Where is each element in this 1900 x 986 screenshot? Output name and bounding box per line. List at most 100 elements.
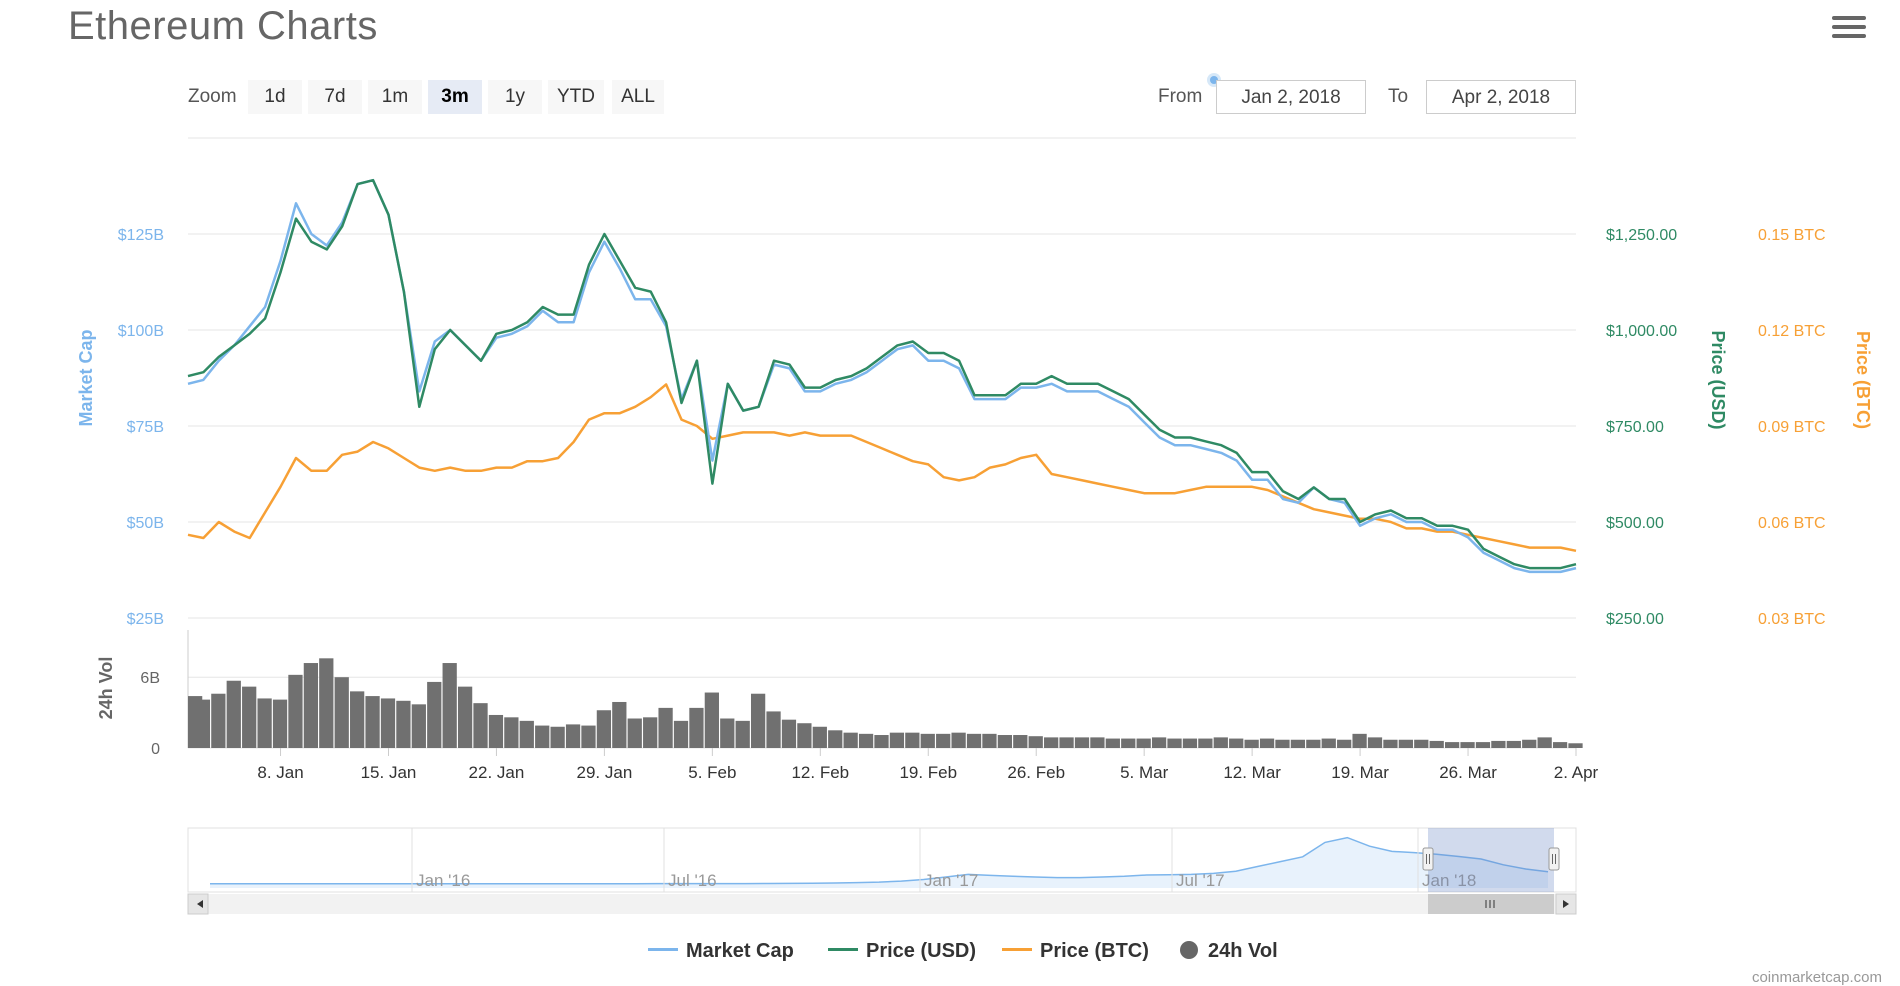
volume-bar xyxy=(704,692,719,748)
volume-bar xyxy=(350,691,365,748)
x-tick-label: 5. Mar xyxy=(1120,763,1169,782)
volume-bar xyxy=(1090,737,1105,748)
navigator-area xyxy=(210,837,1548,888)
from-date-input[interactable]: Jan 2, 2018 xyxy=(1216,80,1366,114)
zoom-button-1d[interactable]: 1d xyxy=(248,80,302,114)
x-tick-label: 5. Feb xyxy=(688,763,736,782)
x-tick-label: 29. Jan xyxy=(577,763,633,782)
zoom-button-1y[interactable]: 1y xyxy=(488,80,542,114)
volume-tick-label: 6B xyxy=(140,670,160,687)
market-cap-tick-label: $125B xyxy=(118,227,164,244)
navigator-handle[interactable] xyxy=(1548,847,1560,871)
zoom-button-3m[interactable]: 3m xyxy=(428,80,482,114)
series-line-price-usd[interactable] xyxy=(187,178,1577,570)
page-title: Ethereum Charts xyxy=(68,4,378,48)
volume-bar xyxy=(473,703,488,748)
to-date-input[interactable]: Apr 2, 2018 xyxy=(1426,80,1576,114)
credits-link[interactable]: coinmarketcap.com xyxy=(1751,969,1882,986)
legend-item-market-cap[interactable]: Market Cap xyxy=(648,940,794,963)
legend-label: Price (USD) xyxy=(866,940,977,962)
volume-bar xyxy=(658,707,673,748)
volume-bar xyxy=(596,710,612,748)
volume-bar xyxy=(643,717,658,748)
volume-bar xyxy=(720,718,735,748)
volume-bar xyxy=(781,719,797,748)
volume-bar xyxy=(288,674,303,748)
navigator-tick-label: Jan '18 xyxy=(1422,871,1476,890)
volume-bar xyxy=(1568,743,1583,748)
volume-bar xyxy=(1074,737,1090,748)
navigator-tick-label: Jan '17 xyxy=(924,871,978,890)
volume-bar xyxy=(843,732,858,748)
volume-bar xyxy=(1398,739,1413,748)
x-tick-label: 8. Jan xyxy=(257,763,303,782)
volume-bar xyxy=(766,711,781,748)
legend-line-icon xyxy=(828,948,858,952)
volume-bar xyxy=(1352,733,1367,748)
volume-tick-label: 0 xyxy=(151,741,160,758)
volume-bar xyxy=(1229,738,1244,748)
to-label: To xyxy=(1388,86,1409,107)
volume-bar xyxy=(1429,740,1444,748)
navigator-handle[interactable] xyxy=(1422,847,1434,871)
volume-bar xyxy=(1321,738,1336,748)
price-btc-tick-label: 0.15 BTC xyxy=(1758,227,1826,244)
navigator-selection[interactable] xyxy=(1428,828,1554,892)
legend-item-price-usd[interactable]: Price (USD) xyxy=(828,940,976,963)
volume-bar xyxy=(1244,739,1259,748)
volume-bar xyxy=(1460,742,1475,748)
legend-item-price-btc[interactable]: Price (BTC) xyxy=(1002,940,1149,963)
volume-bar xyxy=(1105,738,1120,748)
volume-bar xyxy=(1522,739,1537,748)
volume-bar xyxy=(828,730,843,748)
x-tick-label: 12. Feb xyxy=(791,763,849,782)
volume-bar xyxy=(211,693,226,748)
volume-bar xyxy=(1383,739,1398,748)
volume-bar xyxy=(1506,740,1521,748)
legend-dot-icon xyxy=(1180,940,1198,959)
volume-bar xyxy=(1475,742,1491,748)
zoom-label: Zoom xyxy=(188,86,237,107)
volume-bar xyxy=(257,698,272,748)
x-tick-label: 2. Apr xyxy=(1554,763,1599,782)
volume-bar xyxy=(1151,737,1167,748)
volume-bar xyxy=(750,693,766,748)
price-usd-tick-label: $1,000.00 xyxy=(1606,323,1677,340)
scrollbar-thumb[interactable] xyxy=(1428,894,1554,914)
volume-bar xyxy=(380,698,396,748)
hamburger-menu-icon[interactable] xyxy=(1832,16,1866,44)
price-btc-tick-label: 0.06 BTC xyxy=(1758,515,1826,532)
volume-bar xyxy=(1275,739,1290,748)
scrollbar-track[interactable] xyxy=(188,894,1576,914)
volume-bar xyxy=(874,735,889,748)
volume-bar xyxy=(1491,740,1506,748)
volume-bar xyxy=(334,677,349,748)
volume-bar xyxy=(1136,738,1151,748)
price-btc-tick-label: 0.12 BTC xyxy=(1758,323,1826,340)
volume-bar xyxy=(519,720,534,748)
volume-bar xyxy=(550,726,565,748)
volume-bar xyxy=(565,724,581,748)
volume-bar xyxy=(936,733,951,748)
zoom-button-1m[interactable]: 1m xyxy=(368,80,422,114)
x-tick-label: 22. Jan xyxy=(469,763,525,782)
series-line-price-btc[interactable] xyxy=(187,383,1577,553)
volume-bar xyxy=(319,658,334,748)
volume-bar xyxy=(612,701,627,748)
volume-bar xyxy=(1044,737,1059,748)
market-cap-tick-label: $25B xyxy=(127,611,164,628)
volume-bar xyxy=(1290,739,1306,748)
price-usd-tick-label: $250.00 xyxy=(1606,611,1664,628)
zoom-button-7d[interactable]: 7d xyxy=(308,80,362,114)
volume-bar xyxy=(411,704,426,748)
zoom-button-all[interactable]: ALL xyxy=(612,80,664,114)
zoom-button-ytd[interactable]: YTD xyxy=(548,80,604,114)
volume-bar xyxy=(272,699,288,748)
from-label: From xyxy=(1158,86,1203,107)
legend-label: 24h Vol xyxy=(1208,940,1278,962)
series-line-market-cap[interactable] xyxy=(187,178,1577,574)
volume-bar xyxy=(627,718,642,748)
volume-bar xyxy=(365,696,380,748)
legend-item-24h-vol[interactable]: 24h Vol xyxy=(1180,940,1278,963)
